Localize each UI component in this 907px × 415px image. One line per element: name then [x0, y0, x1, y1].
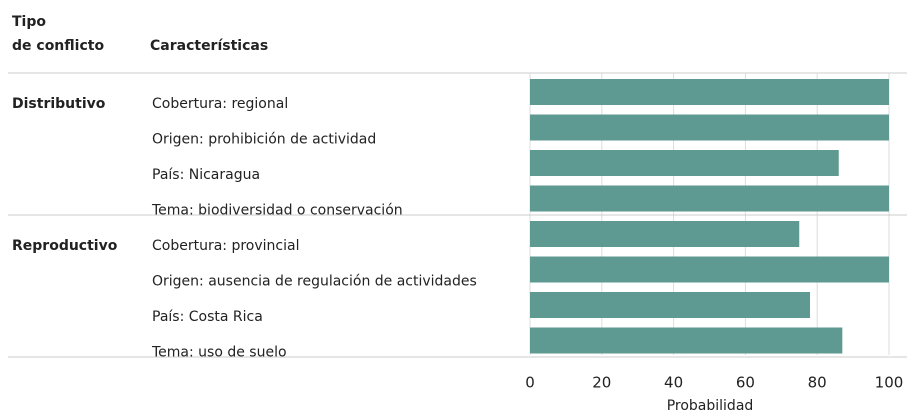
- category-header: Características: [150, 38, 268, 54]
- group-label: Distributivo: [12, 96, 106, 112]
- x-tick-label: 80: [808, 374, 827, 392]
- category-label: Tema: biodiversidad o conservación: [151, 203, 403, 219]
- bar: [530, 79, 889, 105]
- x-axis-label: Probabilidad: [667, 398, 754, 414]
- bar: [530, 292, 811, 318]
- x-tick-label: 60: [736, 374, 755, 392]
- category-label: Cobertura: regional: [152, 96, 288, 112]
- bar: [530, 327, 843, 354]
- bar: [530, 185, 889, 212]
- x-tick-label: 40: [664, 374, 683, 392]
- category-label: País: Costa Rica: [152, 309, 263, 325]
- bar: [530, 221, 800, 247]
- group-header: Tipo: [12, 14, 46, 30]
- category-label: Origen: prohibición de actividad: [152, 132, 376, 148]
- category-label: País: Nicaragua: [152, 167, 260, 183]
- category-label: Cobertura: provincial: [152, 238, 299, 254]
- category-label: Tema: uso de suelo: [151, 345, 287, 361]
- bar: [530, 256, 889, 283]
- group-header: de conflicto: [12, 38, 104, 54]
- bar: [530, 150, 839, 176]
- x-tick-label: 100: [875, 374, 904, 392]
- x-tick-label: 0: [525, 374, 535, 392]
- group-label: Reproductivo: [12, 238, 118, 254]
- x-tick-label: 20: [592, 374, 611, 392]
- bar: [530, 114, 889, 141]
- category-label: Origen: ausencia de regulación de activi…: [152, 274, 477, 290]
